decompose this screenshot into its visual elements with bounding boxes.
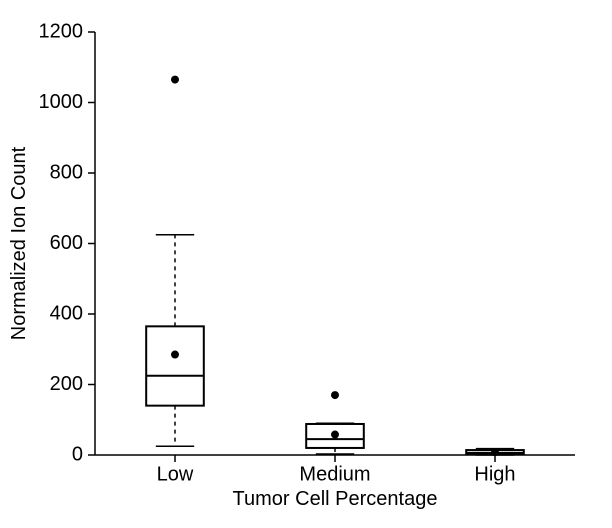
outlier-point [171,76,179,84]
y-tick-label: 0 [72,443,83,465]
y-tick-label: 800 [50,161,83,183]
x-tick-label: Low [157,464,194,486]
y-tick-label: 1000 [39,91,84,113]
x-tick-label: High [474,464,515,486]
mean-point [492,449,499,456]
y-tick-label: 1200 [39,20,84,42]
y-tick-label: 600 [50,232,83,254]
mean-point [332,431,339,438]
y-tick-label: 400 [50,302,83,324]
x-tick-label: Medium [299,464,370,486]
y-axis-title: Normalized Ion Count [8,146,30,340]
boxplot-chart: 0 200 400 600 800 1000 1200 Low Medium High Tumor … [0,0,612,528]
box [146,326,204,405]
outlier-point [331,391,339,399]
x-axis-title: Tumor Cell Percentage [233,488,438,510]
y-tick-label: 200 [50,373,83,395]
mean-point [172,351,179,358]
